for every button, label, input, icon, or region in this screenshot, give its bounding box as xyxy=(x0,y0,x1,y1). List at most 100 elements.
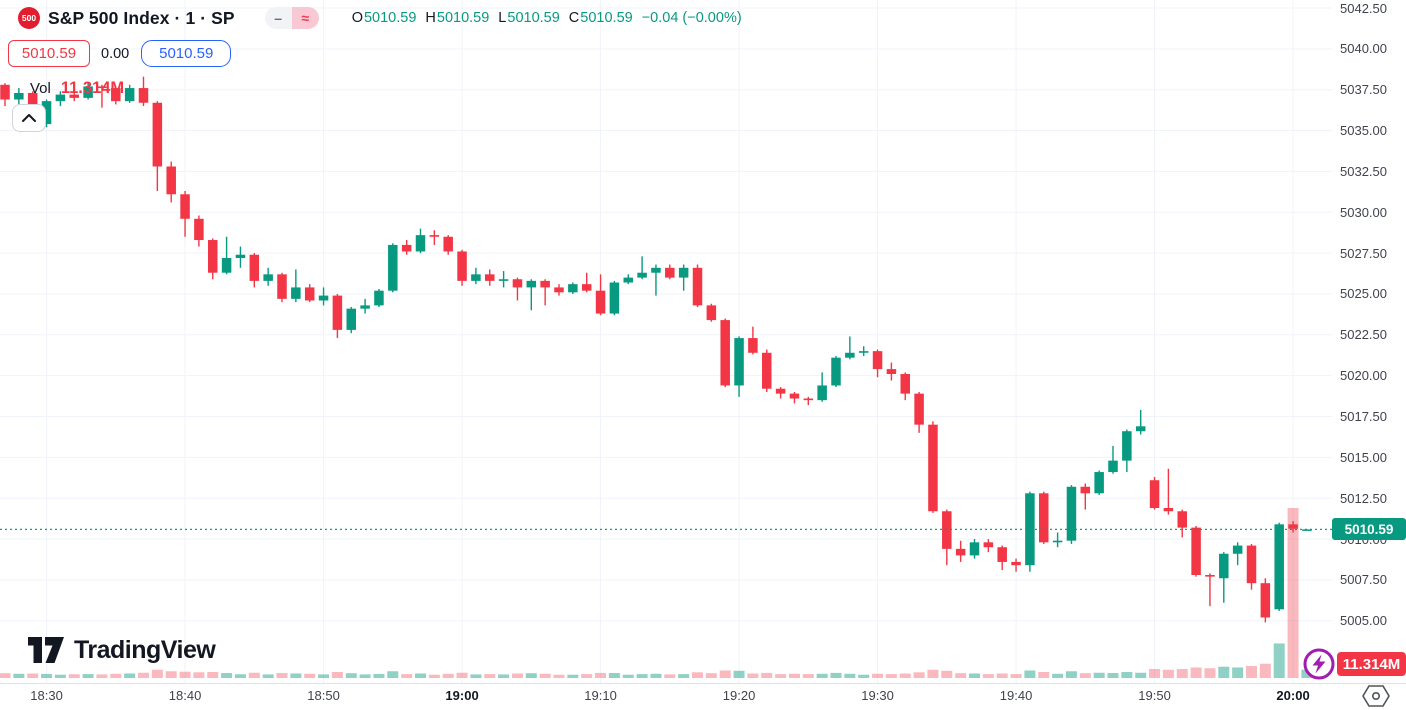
candle-body xyxy=(983,542,994,548)
volume-bar xyxy=(927,669,939,678)
candle-wick xyxy=(586,272,588,293)
candle-body xyxy=(1191,527,1201,575)
tradingview-logo-text: TradingView xyxy=(74,636,216,664)
volume-bar xyxy=(373,673,385,678)
symbol-legend: 500 S&P 500 Index · 1 · SP – ≈ O 5010.59… xyxy=(18,7,742,29)
volume-bar xyxy=(207,671,219,678)
candle-wick xyxy=(641,256,643,280)
candle-wick xyxy=(1167,468,1170,515)
candle-body xyxy=(277,274,287,299)
volume-bar xyxy=(68,674,80,678)
ask-price-box[interactable]: 5010.59 xyxy=(141,40,232,67)
high-label: H xyxy=(425,10,436,26)
candle-wick xyxy=(1112,445,1114,474)
volume-bar xyxy=(484,674,496,678)
volume-bar xyxy=(470,674,482,678)
ohlc-values: O 5010.59 H 5010.59 L 5010.59 C 5010.59 … xyxy=(343,10,742,26)
candle-wick xyxy=(849,336,851,360)
low-value: 5010.59 xyxy=(507,10,560,26)
volume-bar xyxy=(304,673,316,678)
candle-body xyxy=(748,338,758,353)
candle-body xyxy=(498,279,509,281)
candle-body xyxy=(623,277,633,283)
symbol-title[interactable]: S&P 500 Index · 1 · SP xyxy=(48,7,235,28)
volume-bar xyxy=(1024,670,1036,678)
volume-bar xyxy=(802,674,814,678)
volume-bar xyxy=(318,674,330,678)
candle-body xyxy=(914,393,924,425)
candle-body xyxy=(124,88,135,102)
volume-bar xyxy=(276,673,288,678)
volume-bar xyxy=(82,674,94,678)
time-tick-label: 18:40 xyxy=(168,688,202,703)
volume-bar xyxy=(345,673,357,678)
time-axis[interactable]: 18:30 18:40 18:50 19:00 19:10 19:20 19:30 19:40… xyxy=(0,684,1406,710)
price-tick-label: 5037.50 xyxy=(1340,82,1387,98)
volume-bar xyxy=(775,674,787,678)
candle-body xyxy=(1219,553,1229,579)
volume-bar xyxy=(969,673,980,678)
candle-body xyxy=(512,279,523,288)
candle-body xyxy=(872,351,883,370)
volume-bar xyxy=(290,673,302,678)
candle-body xyxy=(540,280,550,288)
candle-wick xyxy=(225,236,228,275)
candle-wick xyxy=(101,84,103,108)
candle-body xyxy=(1135,426,1146,432)
price-tick-label: 5007.50 xyxy=(1340,572,1387,588)
candle-body xyxy=(609,282,620,314)
last-price-label: 5010.59 xyxy=(1332,518,1406,541)
candle-wick xyxy=(1140,409,1142,435)
candle-body xyxy=(886,369,897,375)
time-tick-label: 19:20 xyxy=(722,688,756,703)
approx-icon[interactable]: ≈ xyxy=(291,7,319,29)
candle-body xyxy=(692,267,703,306)
candle-wick xyxy=(807,396,809,406)
volume-bar xyxy=(788,673,800,678)
axis-settings-icon[interactable] xyxy=(1359,683,1392,709)
volume-bar xyxy=(816,673,828,678)
candle-body xyxy=(471,274,481,281)
volume-bar xyxy=(733,670,745,678)
volume-bar xyxy=(234,674,246,678)
price-tick-label: 5030.00 xyxy=(1340,204,1387,220)
vol-label[interactable]: Vol xyxy=(30,80,51,97)
spread-value: 0.00 xyxy=(101,45,130,62)
volume-bar xyxy=(858,674,870,678)
candle-body xyxy=(304,287,315,301)
vol-value: 11.314M xyxy=(60,79,125,97)
candle-body xyxy=(138,88,149,103)
volume-bar xyxy=(1273,643,1285,678)
low-label: L xyxy=(498,10,507,26)
sp500-logo-icon: 500 xyxy=(18,7,40,29)
volume-bar xyxy=(1190,667,1202,678)
open-value: 5010.59 xyxy=(363,10,417,26)
minus-icon[interactable]: – xyxy=(264,7,292,29)
candle-body xyxy=(678,267,689,278)
candle-body xyxy=(249,254,260,281)
candle-body xyxy=(526,280,537,288)
tradingview-logo[interactable]: TradingView xyxy=(28,636,216,665)
volume-bar xyxy=(387,671,399,678)
candle-body xyxy=(817,385,827,401)
candle-body xyxy=(1274,524,1284,610)
candle-body xyxy=(83,86,93,98)
volume-bar xyxy=(27,673,39,678)
candle-wick xyxy=(1084,483,1086,510)
collapse-legend-button[interactable] xyxy=(12,104,46,132)
candle-body xyxy=(720,320,730,386)
price-axis[interactable]: 5042.50 5040.00 5037.50 5035.00 5032.50 5030.… xyxy=(1332,0,1406,683)
volume-bar xyxy=(913,672,925,678)
close-label: C xyxy=(568,10,580,26)
price-tick-label: 5027.50 xyxy=(1340,245,1387,261)
volume-bar xyxy=(664,674,676,678)
candle-body xyxy=(845,352,855,358)
volume-bar xyxy=(511,673,523,678)
bid-price-box[interactable]: 5010.59 xyxy=(8,40,90,67)
candle-body xyxy=(789,393,800,399)
lightning-icon[interactable] xyxy=(1302,647,1336,681)
candle-body xyxy=(706,305,717,321)
volume-bar xyxy=(581,674,593,678)
candle-body xyxy=(1039,493,1049,543)
